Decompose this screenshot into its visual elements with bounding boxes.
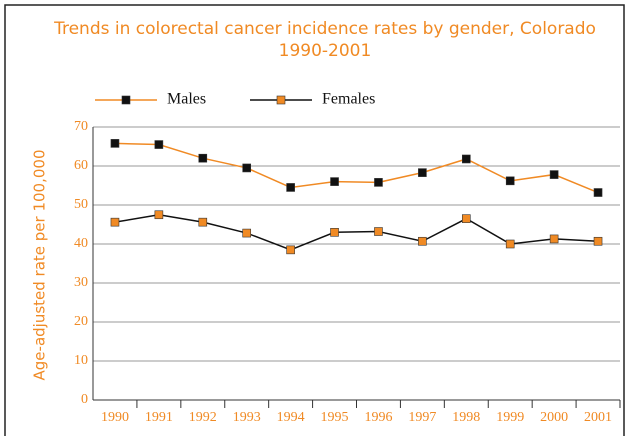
point-marker xyxy=(593,236,603,246)
x-tick-label: 1992 xyxy=(189,410,217,425)
point-marker xyxy=(286,183,295,192)
y-tick-label: 20 xyxy=(74,314,88,329)
x-tick-label: 1995 xyxy=(321,410,349,425)
point-marker xyxy=(198,217,208,227)
point-marker xyxy=(242,228,252,238)
point-marker xyxy=(110,217,120,227)
x-tick-label: 2000 xyxy=(540,410,568,425)
point-marker xyxy=(461,154,471,164)
x-tick-label: 1996 xyxy=(364,410,392,425)
y-tick-label: 30 xyxy=(74,275,88,290)
x-tick-label: 1994 xyxy=(277,410,305,425)
point-marker xyxy=(330,177,339,186)
y-axis-label: Age-adjusted rate per 100,000 xyxy=(31,150,49,381)
x-tick-label: 1997 xyxy=(408,410,436,425)
x-tick-label: 1999 xyxy=(496,410,524,425)
y-tick-label: 60 xyxy=(74,158,88,173)
legend-label: Males xyxy=(167,91,206,108)
point-marker xyxy=(198,153,208,163)
y-tick-label: 50 xyxy=(74,197,88,212)
point-marker xyxy=(593,188,603,197)
series-line xyxy=(114,213,599,251)
point-marker xyxy=(549,170,559,179)
legend-label: Females xyxy=(322,91,375,108)
point-marker xyxy=(110,139,120,148)
x-tick-label: 2001 xyxy=(584,410,612,425)
point-marker xyxy=(505,176,515,186)
point-marker xyxy=(418,168,427,177)
point-marker xyxy=(374,227,383,236)
legend-marker xyxy=(121,95,131,105)
x-tick-label: 1990 xyxy=(101,410,129,425)
point-marker xyxy=(242,163,252,173)
point-marker xyxy=(549,234,559,244)
point-marker xyxy=(505,239,515,249)
x-tick-label: 1991 xyxy=(145,410,173,425)
series-line xyxy=(114,142,599,194)
point-marker xyxy=(418,236,427,246)
point-marker xyxy=(461,214,471,223)
y-tick-label: 40 xyxy=(74,236,88,251)
x-tick-label: 1998 xyxy=(452,410,480,425)
point-marker xyxy=(286,245,295,255)
y-tick-label: 0 xyxy=(81,392,88,407)
point-marker xyxy=(154,210,164,220)
y-tick-label: 10 xyxy=(74,353,88,368)
chart-title: Trends in colorectal cancer incidence ra… xyxy=(54,19,596,61)
frame xyxy=(4,4,625,436)
point-marker xyxy=(330,228,339,237)
x-tick-label: 1993 xyxy=(233,410,261,425)
point-marker xyxy=(154,140,164,149)
legend-marker xyxy=(276,95,286,105)
point-marker xyxy=(374,178,383,187)
y-tick-label: 70 xyxy=(74,119,88,134)
